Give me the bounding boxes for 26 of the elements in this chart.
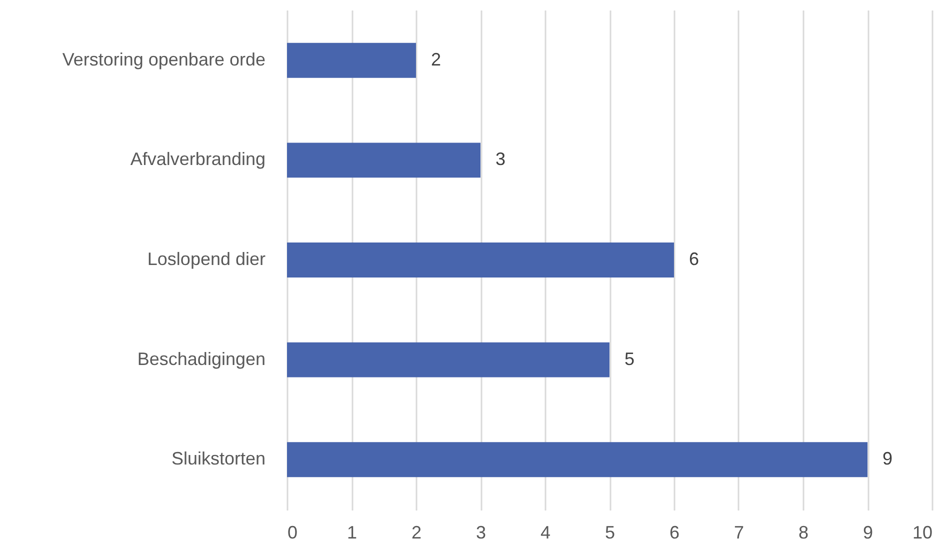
x-tick-label: 9 [862,522,874,542]
x-tick-label: 8 [798,522,809,542]
data-label: 3 [496,149,506,170]
x-tick-label: 10 [912,522,932,542]
data-label: 9 [882,448,893,469]
bar [287,142,480,178]
data-label: 2 [431,49,442,70]
x-tick-label: 7 [734,522,744,542]
x-tick-label: 5 [604,522,616,542]
y-tick-label: Verstoring openbare orde [62,49,266,70]
x-tick-label: 3 [476,522,486,542]
bar [287,442,868,478]
y-tick-label: Beschadigingen [137,348,266,369]
x-tick-label: 2 [411,522,422,542]
x-tick-label: 4 [540,522,551,542]
y-tick-label: Sluikstorten [171,448,266,469]
x-tick-label: 0 [288,522,298,542]
bar [287,242,674,278]
x-tick-label: 6 [669,522,680,542]
y-tick-label: Loslopend dier [147,249,266,269]
bar [287,342,610,378]
bar [287,42,416,78]
data-label: 6 [689,249,700,269]
y-tick-label: Afvalverbranding [130,149,266,170]
data-label: 5 [624,348,635,369]
x-tick-label: 1 [346,522,358,542]
